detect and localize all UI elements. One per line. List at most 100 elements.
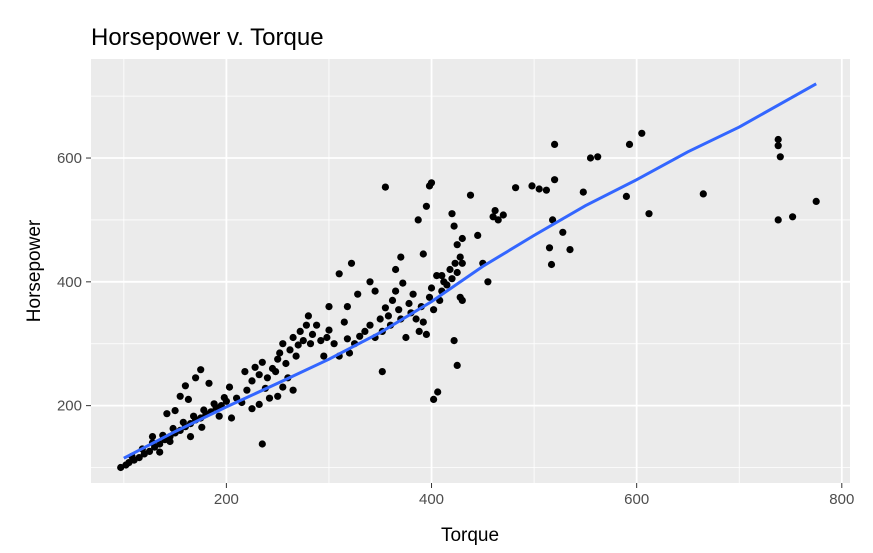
data-point [774, 216, 782, 224]
data-point [456, 253, 464, 261]
data-point [378, 368, 386, 376]
data-point [427, 284, 436, 292]
data-point [392, 265, 400, 274]
data-point [409, 290, 417, 298]
data-point [384, 312, 392, 320]
trend-line [123, 82, 817, 460]
data-point [308, 330, 317, 338]
data-point [286, 346, 294, 354]
plot-panel [91, 59, 850, 483]
data-point [255, 400, 263, 408]
x-axis-title: Torque [441, 525, 499, 546]
data-point [422, 330, 430, 338]
data-point [586, 154, 595, 162]
data-point [184, 395, 192, 403]
data-point [320, 352, 328, 360]
data-points [117, 129, 820, 472]
data-point [451, 259, 459, 267]
data-point [399, 279, 407, 287]
data-point [282, 359, 290, 368]
x-tick-label: 400 [419, 491, 444, 508]
data-point [210, 400, 218, 408]
data-point [433, 272, 441, 280]
data-point [579, 188, 587, 196]
data-point [156, 448, 164, 456]
data-point [292, 352, 300, 360]
data-point [340, 318, 348, 326]
data-point [453, 268, 461, 277]
data-point [427, 179, 436, 187]
data-point [294, 341, 302, 349]
data-point [243, 386, 251, 394]
data-point [499, 211, 507, 219]
data-point [458, 259, 466, 267]
data-point [638, 129, 646, 137]
data-point [448, 210, 456, 218]
data-point [443, 281, 451, 289]
y-tick-label: 600 [57, 150, 82, 167]
data-point [528, 182, 536, 190]
data-point [774, 135, 782, 144]
data-point [299, 337, 307, 345]
data-point [535, 185, 543, 193]
data-point [566, 246, 574, 254]
data-point [453, 241, 461, 249]
data-point [376, 315, 384, 323]
data-point [248, 377, 256, 385]
data-point [255, 371, 263, 379]
data-point [789, 213, 797, 221]
data-point [430, 395, 438, 403]
data-point [812, 197, 820, 205]
x-axis-ticks: 200 400 600 800 [214, 483, 854, 508]
data-point [405, 299, 413, 308]
chart-title: Horsepower v. Torque [91, 24, 324, 51]
data-point [304, 312, 312, 320]
data-point [325, 326, 333, 334]
data-point [458, 234, 466, 243]
data-point [484, 278, 492, 286]
data-point [265, 394, 274, 402]
data-point [343, 335, 351, 343]
data-point [466, 191, 475, 199]
data-point [549, 216, 557, 224]
data-point [381, 304, 389, 312]
data-point [258, 440, 266, 448]
data-point [559, 228, 567, 236]
data-point [392, 287, 400, 295]
data-point [289, 333, 297, 342]
data-point [551, 176, 559, 184]
data-point [388, 296, 397, 304]
data-point [594, 153, 602, 161]
data-point [422, 202, 430, 210]
data-point [289, 386, 297, 394]
data-point [448, 275, 456, 283]
data-point [190, 412, 198, 420]
data-point [220, 394, 228, 402]
data-point [197, 366, 205, 374]
data-point [446, 265, 454, 274]
data-point [166, 437, 174, 446]
data-point [347, 259, 356, 267]
data-point [251, 363, 259, 371]
y-axis-ticks: 200 400 600 [57, 150, 91, 415]
data-point [274, 392, 282, 400]
data-point [263, 374, 271, 382]
data-point [171, 407, 179, 415]
data-point [186, 433, 195, 441]
data-point [542, 186, 551, 194]
data-point [192, 374, 200, 382]
data-point [148, 433, 157, 441]
y-tick-label: 400 [57, 274, 82, 291]
data-point [402, 333, 410, 342]
data-point [511, 184, 520, 192]
data-point [181, 382, 189, 390]
data-point [325, 303, 333, 311]
data-point [361, 327, 369, 335]
data-point [135, 454, 143, 462]
data-point [225, 383, 234, 391]
data-point [274, 355, 282, 363]
data-point [200, 406, 208, 414]
major-gridlines [91, 59, 850, 483]
data-point [438, 272, 446, 280]
